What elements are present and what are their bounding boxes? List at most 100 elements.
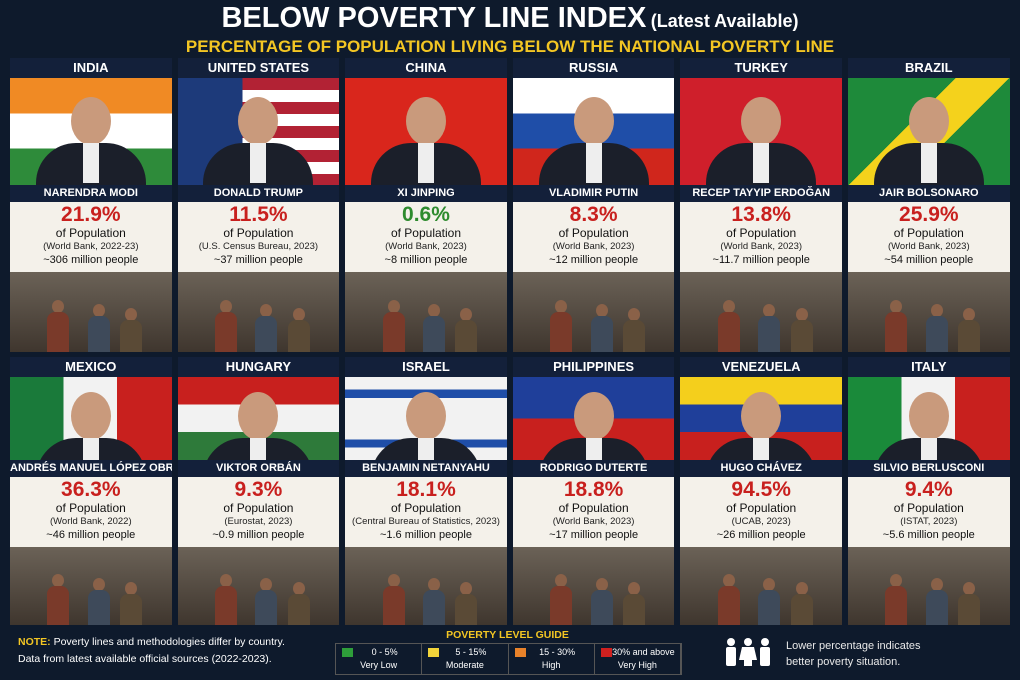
scene-photo	[177, 547, 340, 625]
guide-range: 15 - 30%	[509, 646, 594, 659]
figure-head	[52, 574, 65, 588]
guide-range-text: 30% and above	[612, 647, 675, 657]
percent: 8.3%	[569, 203, 618, 226]
shirt	[250, 437, 267, 460]
figure-head	[92, 304, 105, 317]
portrait	[345, 78, 507, 185]
percent: 9.3%	[234, 478, 283, 501]
figure-body	[790, 594, 813, 625]
note-text: Data from latest available official sour…	[18, 653, 272, 665]
guide-range-text: 0 - 5%	[371, 647, 398, 657]
portrait	[10, 377, 172, 460]
figure-head	[890, 574, 903, 588]
of-population: of Population	[223, 226, 294, 240]
portrait	[177, 377, 340, 460]
figure-body	[590, 590, 613, 625]
percent: 18.8%	[563, 478, 624, 501]
figure-body	[885, 312, 908, 352]
percent: 25.9%	[899, 203, 959, 226]
people: ~0.9 million people	[212, 529, 305, 541]
figure-head	[930, 304, 943, 317]
stats: 9.3% of Population (Eurostat, 2023) ~0.9 mi…	[178, 477, 340, 547]
percent: 11.5%	[229, 203, 288, 226]
country-name: VENEZUELA	[680, 357, 842, 377]
figure-head	[963, 582, 976, 596]
source: (UCAB, 2023)	[731, 516, 791, 527]
guide-range: 5 - 15%	[422, 646, 507, 659]
leader-name: VLADIMIR PUTIN	[512, 185, 675, 202]
shirt	[82, 437, 99, 460]
note: NOTE: Poverty lines and methodologies di…	[18, 634, 285, 668]
figure-head	[460, 308, 473, 321]
shirt	[920, 437, 937, 460]
stats: 11.5% of Population (U.S. Census Bureau, 2…	[178, 202, 340, 272]
figure-body	[120, 320, 143, 352]
head	[405, 391, 446, 440]
figure-head	[292, 582, 305, 596]
guide-range: 30% and above	[595, 646, 680, 659]
country-card: MEXICO ANDRÉS MANUEL LÓPEZ OBRADOR36.3%of…	[10, 357, 172, 625]
leader-name: ANDRÉS MANUEL LÓPEZ OBRADOR	[10, 460, 172, 477]
guide-item: 30% and above Very High	[595, 644, 681, 674]
figure-head	[52, 300, 65, 313]
figure-head	[722, 574, 735, 588]
shirt	[417, 437, 434, 460]
portrait	[345, 377, 507, 460]
head	[70, 391, 111, 440]
remark-text: Lower percentage indicates	[786, 640, 921, 652]
portrait	[848, 377, 1010, 460]
head	[908, 97, 949, 146]
figure-head	[125, 582, 138, 596]
source: (Central Bureau of Statistics, 2023)	[352, 516, 500, 527]
figure-body	[255, 590, 278, 625]
scene-photo	[680, 272, 842, 352]
people: ~8 million people	[384, 254, 468, 266]
country-name: TURKEY	[680, 58, 842, 78]
figure-body	[758, 316, 781, 352]
stats: 9.4% of Population (ISTAT, 2023) ~5.6 milli…	[848, 477, 1010, 547]
country-name: PHILIPPINES	[512, 357, 675, 377]
figure-head	[595, 578, 608, 592]
leader-name: RODRIGO DUTERTE	[512, 460, 675, 477]
figure-body	[215, 586, 238, 625]
figure-head	[930, 578, 943, 592]
scene-photo	[848, 272, 1010, 352]
figure-head	[460, 582, 473, 596]
figure-head	[555, 574, 568, 588]
people: ~1.6 million people	[379, 529, 472, 541]
country-card: TURKEY RECEP TAYYIP ERDOĞAN 13.8% of Popula…	[680, 58, 842, 352]
stats: 18.1% of Population (Central Bureau of Sta…	[345, 477, 507, 547]
leader-name: BENJAMIN NETANYAHU	[345, 460, 507, 477]
of-population: of Population	[558, 226, 629, 240]
scene-photo	[680, 547, 842, 625]
stats: 94.5% of Population (UCAB, 2023) ~26 millio…	[680, 477, 842, 547]
scene-photo	[512, 272, 675, 352]
head	[70, 97, 111, 146]
guide-item: 5 - 15% Moderate	[422, 644, 509, 674]
figure-head	[963, 308, 976, 321]
stats: 0.6% of Population (World Bank, 2023) ~8 mi…	[345, 202, 507, 272]
percent: 18.1%	[396, 478, 456, 501]
stats: 13.8% of Population (World Bank, 2023) ~11.…	[680, 202, 842, 272]
figure-body	[550, 586, 573, 625]
title: BELOW POVERTY LINE INDEX	[221, 2, 647, 34]
of-population: of Population	[893, 226, 964, 240]
figure-body	[717, 586, 740, 625]
percent: 0.6%	[402, 203, 450, 226]
figure-body	[423, 316, 446, 352]
head	[573, 391, 614, 440]
figure-head	[763, 304, 776, 317]
country-name: MEXICO	[10, 357, 172, 377]
figure-head	[555, 300, 568, 313]
figure-head	[595, 304, 608, 317]
figure-body	[287, 594, 310, 625]
note-label: NOTE:	[18, 636, 51, 648]
figure-body	[255, 316, 278, 352]
portrait	[680, 78, 842, 185]
figure-body	[47, 312, 70, 352]
guide-swatch	[514, 648, 526, 657]
guide-label: Moderate	[445, 660, 484, 670]
figure-body	[622, 594, 645, 625]
figure-head	[92, 578, 105, 592]
country-card: PHILIPPINES RODRIGO DUTERTE 18.8% of Popula…	[512, 357, 675, 625]
